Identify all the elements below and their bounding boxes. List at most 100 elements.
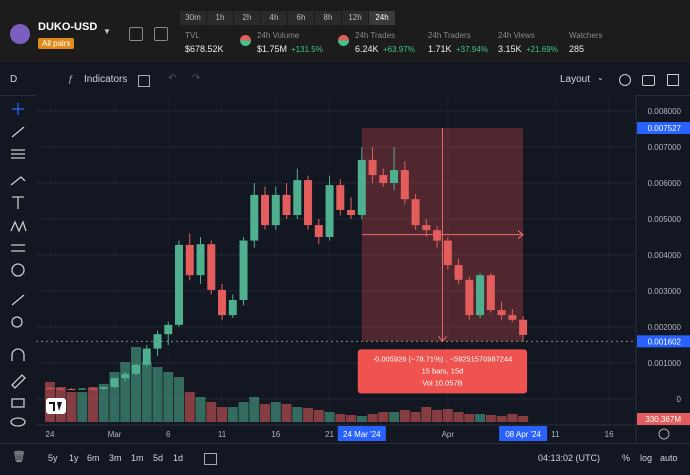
- range-button[interactable]: 1m: [131, 453, 144, 463]
- candle-body: [164, 324, 173, 335]
- volume-bar: [66, 392, 77, 422]
- candle-body: [56, 388, 65, 390]
- layout-button[interactable]: Layout: [560, 74, 591, 85]
- stat-value: 1.71K: [428, 44, 452, 54]
- timeframe-tab[interactable]: 4h: [261, 11, 287, 25]
- range-button[interactable]: 3m: [109, 453, 122, 463]
- volume-bar: [98, 384, 109, 422]
- volume-bar: [378, 412, 389, 422]
- x-tick-label: Mar: [108, 430, 122, 439]
- volume-bar: [184, 392, 195, 422]
- candle-body: [293, 180, 302, 216]
- emoji-tool[interactable]: [11, 263, 25, 277]
- tv-logo-mark: [49, 402, 62, 411]
- volume-bar: [453, 412, 464, 422]
- candle-body: [390, 170, 399, 183]
- pattern-tool[interactable]: [10, 220, 27, 233]
- x-tick-label: 11: [551, 430, 560, 439]
- measure-label-box: [357, 349, 528, 394]
- dropdown-arrow[interactable]: ▼: [103, 27, 111, 36]
- volume-bar: [77, 392, 88, 422]
- candle-body: [142, 348, 151, 365]
- candle-body: [196, 244, 205, 276]
- candle-body: [121, 373, 130, 379]
- stat-value: $678.52K: [185, 44, 224, 54]
- measure-label: 15 bars, 15d: [422, 366, 464, 375]
- x-tick-label: 21: [325, 430, 334, 439]
- timeframe-tab[interactable]: 12h: [342, 11, 368, 25]
- volume-bar: [270, 402, 281, 422]
- add-button[interactable]: [129, 27, 143, 41]
- candle-body: [99, 387, 108, 389]
- x-tick-label: 6: [166, 430, 171, 439]
- edit-tool[interactable]: [11, 374, 26, 389]
- footer: 🗑 5y 1y 6m 3m 1m 5d 1d 04:13:02 (UTC) % log auto: [0, 443, 690, 475]
- brush-tool[interactable]: [10, 176, 26, 186]
- range-button[interactable]: 6m: [87, 453, 100, 463]
- symbol[interactable]: DUKO-USD: [38, 21, 98, 33]
- stat-label: 24h Volume: [257, 31, 300, 40]
- ruler-tool[interactable]: [11, 294, 25, 306]
- candle-body: [110, 378, 119, 388]
- lock-tool[interactable]: [11, 398, 25, 408]
- range-button[interactable]: 5d: [153, 453, 164, 463]
- fib-tool[interactable]: [11, 149, 25, 159]
- screenshot-button[interactable]: [642, 75, 655, 86]
- visibility-tool[interactable]: [10, 417, 26, 427]
- layout-arrow[interactable]: ⌄: [597, 73, 604, 82]
- volume-readout: 330.367M: [645, 415, 681, 424]
- magnet-tool[interactable]: [11, 348, 25, 361]
- scale-option[interactable]: auto: [660, 453, 678, 463]
- candle-body: [88, 388, 97, 390]
- volume-bar: [217, 407, 228, 422]
- candle-body: [175, 244, 184, 325]
- drawing-tools: [10, 103, 27, 427]
- crosshair-tool[interactable]: [12, 103, 24, 115]
- y-tick-label: 0: [677, 395, 682, 404]
- x-tick-label: 24: [46, 430, 55, 439]
- timeframe-tab[interactable]: 24h: [369, 11, 395, 25]
- stat-value: 6.24K: [355, 44, 379, 54]
- trendline-tool[interactable]: [11, 126, 25, 138]
- indicators-button[interactable]: Indicators: [84, 74, 128, 85]
- stat-label: 24h Views: [498, 31, 535, 40]
- volume-bar: [518, 416, 529, 422]
- candle-body: [228, 299, 237, 316]
- templates-button[interactable]: [138, 75, 150, 87]
- range-button[interactable]: 1y: [69, 453, 79, 463]
- interval[interactable]: D: [10, 74, 18, 85]
- date-highlight: [499, 426, 548, 441]
- timeframe-tab[interactable]: 6h: [288, 11, 314, 25]
- volume-bar: [496, 416, 507, 422]
- trash-button[interactable]: 🗑: [12, 451, 26, 463]
- timeframe-tab[interactable]: 8h: [315, 11, 341, 25]
- scale-option[interactable]: %: [622, 453, 631, 463]
- redo[interactable]: ↷: [192, 73, 201, 84]
- range-button[interactable]: 5y: [48, 453, 58, 463]
- candle-body: [465, 279, 474, 316]
- text-tool[interactable]: [12, 196, 24, 209]
- candle-body: [508, 315, 517, 320]
- prediction-tool[interactable]: [11, 244, 25, 252]
- timeframe-tab[interactable]: 2h: [234, 11, 260, 25]
- volume-bar: [109, 372, 120, 422]
- layout-button[interactable]: [154, 27, 168, 41]
- volume-bar: [87, 387, 98, 422]
- badge[interactable]: All pairs: [38, 38, 75, 49]
- undo[interactable]: ↶: [168, 73, 177, 84]
- candle-body: [443, 240, 452, 266]
- volume-bar: [120, 362, 131, 422]
- candle-body: [132, 364, 140, 374]
- calendar-button[interactable]: [204, 453, 217, 465]
- scale-option[interactable]: log: [640, 453, 653, 463]
- fullscreen-button[interactable]: [667, 74, 679, 86]
- timeframe-tab[interactable]: 1h: [207, 11, 233, 25]
- y-tick-label: 0.007000: [648, 143, 682, 152]
- settings-button[interactable]: [619, 74, 631, 86]
- header: DUKO-USD All pairs ▼ 30m 1h 2h 4h 6h 8h 12h 24h…: [0, 0, 690, 62]
- range-button[interactable]: 1d: [173, 453, 184, 463]
- volume-bar: [313, 410, 324, 422]
- timeframe-tab[interactable]: 30m: [180, 11, 206, 25]
- zoom-tool[interactable]: [11, 316, 23, 328]
